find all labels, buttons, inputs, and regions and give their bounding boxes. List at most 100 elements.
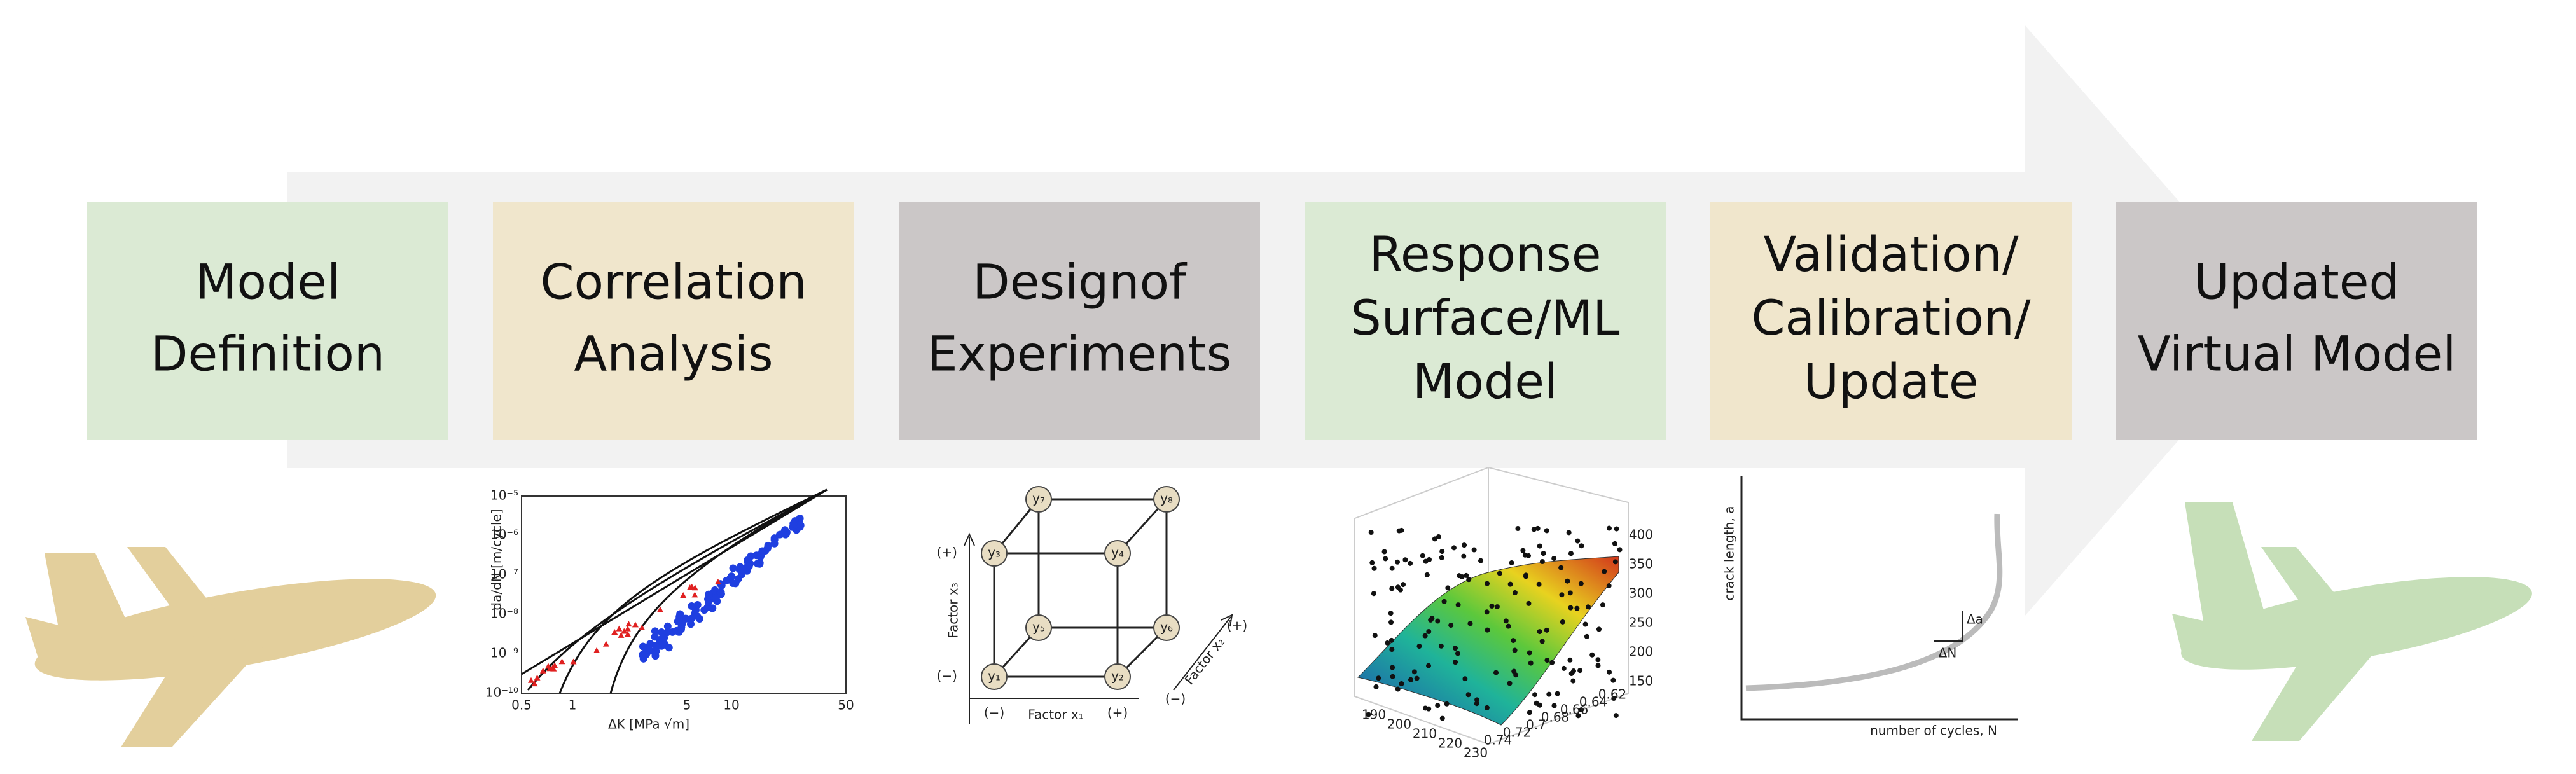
blue-point — [639, 651, 647, 659]
blue-point — [705, 590, 713, 598]
sample-point — [1575, 538, 1581, 544]
step-label: Updated — [2194, 253, 2399, 310]
sample-point — [1366, 712, 1371, 717]
y-tick-label: 10⁻¹⁰ — [485, 685, 518, 700]
blue-point — [729, 564, 737, 572]
corner-node — [1025, 614, 1052, 641]
sample-point — [1544, 528, 1549, 534]
sample-point — [1565, 578, 1570, 584]
sample-point — [1408, 560, 1413, 566]
blue-point — [704, 598, 712, 606]
sample-point — [1532, 692, 1538, 698]
x-tick-label: 0.5 — [511, 698, 532, 713]
blue-point — [653, 643, 661, 651]
sample-point — [1388, 619, 1394, 625]
red-point — [624, 625, 631, 632]
sample-point — [1549, 660, 1555, 665]
blue-point — [639, 642, 647, 651]
blue-point — [688, 614, 696, 623]
sample-point — [1395, 584, 1401, 590]
red-point — [611, 629, 618, 635]
sample-point — [1507, 681, 1513, 686]
step-box — [87, 202, 448, 440]
sample-point — [1546, 691, 1552, 697]
sample-point — [1610, 677, 1616, 683]
delta-a: Δa — [1967, 612, 1983, 627]
sample-point — [1596, 626, 1602, 632]
sample-point — [1448, 623, 1454, 628]
x-tick-label: 190 — [1362, 707, 1386, 722]
z-tick-label: 300 — [1629, 586, 1653, 601]
x-tick-label: 220 — [1438, 736, 1462, 751]
sample-point — [1471, 547, 1477, 553]
plus-x3: (+) — [937, 545, 957, 560]
y-tick-label: 10⁻⁷ — [490, 567, 518, 582]
sample-point — [1408, 677, 1414, 682]
x-tick-label: 50 — [838, 698, 854, 713]
sample-point — [1484, 609, 1490, 615]
axis-x3 — [964, 532, 975, 724]
blue-point — [677, 623, 686, 632]
sample-point — [1369, 560, 1375, 565]
red-point — [534, 674, 541, 681]
sample-point — [1606, 525, 1612, 531]
sample-point — [1567, 657, 1573, 663]
arrow-shape — [287, 25, 2283, 616]
sample-point — [1566, 530, 1572, 536]
corner-label: y₁ — [988, 668, 1001, 684]
red-point — [528, 677, 535, 683]
sample-point — [1383, 556, 1388, 562]
sample-point — [1578, 581, 1584, 586]
sample-point — [1484, 705, 1490, 710]
step-label: Designof — [973, 253, 1188, 310]
y-tick-label: 0.64 — [1579, 695, 1608, 710]
blue-point — [693, 612, 702, 621]
plus-x2: (+) — [1227, 618, 1247, 633]
red-point — [625, 621, 632, 627]
steps: Model Definition Correlation Analysis Design… — [87, 202, 2477, 440]
model-curve — [609, 488, 828, 694]
corner-label: y₂ — [1111, 668, 1124, 684]
y-axis-label: crack length, a — [1722, 506, 1737, 600]
sample-point — [1520, 548, 1526, 553]
sample-point — [1568, 551, 1574, 556]
sample-point — [1455, 651, 1460, 656]
z-tick-label: 150 — [1629, 674, 1653, 689]
sample-point — [1465, 692, 1471, 698]
y-tick-label: 0.62 — [1598, 687, 1627, 702]
sample-point — [1607, 669, 1612, 675]
corner-label: y₅ — [1032, 619, 1045, 635]
x-tick-label: 1 — [569, 698, 577, 713]
y-tick-label: 10⁻⁶ — [490, 527, 518, 542]
sample-point — [1435, 703, 1441, 708]
blue-point — [796, 522, 805, 530]
sample-point — [1579, 707, 1584, 713]
y-tick-label: 10⁻⁸ — [490, 606, 518, 621]
sample-point — [1389, 647, 1395, 653]
sample-point — [1497, 570, 1502, 576]
sample-point — [1544, 658, 1550, 663]
red-point — [570, 658, 577, 665]
sample-point — [1474, 701, 1479, 707]
sample-point — [1485, 581, 1490, 586]
step-label: Experiments — [927, 325, 1232, 382]
sample-point — [1612, 559, 1618, 565]
blue-point — [658, 633, 667, 642]
sample-point — [1537, 702, 1542, 708]
delta-n: ΔN — [1939, 646, 1957, 661]
sample-point — [1493, 670, 1499, 675]
z-tick-label: 250 — [1629, 615, 1653, 630]
blue-point — [764, 541, 772, 549]
surface-plot: 1902002102202300.740.720.70.680.660.640.… — [1354, 466, 1653, 761]
sample-point — [1515, 526, 1521, 532]
sample-point — [1579, 543, 1584, 549]
blue-point — [747, 552, 755, 560]
delta-triangle — [1934, 611, 1963, 642]
blue-point — [729, 579, 737, 588]
plane-left — [25, 547, 436, 747]
sample-point — [1570, 678, 1576, 684]
corner-node — [1104, 663, 1131, 690]
sample-point — [1395, 559, 1401, 565]
minus-x3: (−) — [937, 668, 957, 684]
x-axis-label: ΔK [MPa √m] — [608, 717, 689, 732]
